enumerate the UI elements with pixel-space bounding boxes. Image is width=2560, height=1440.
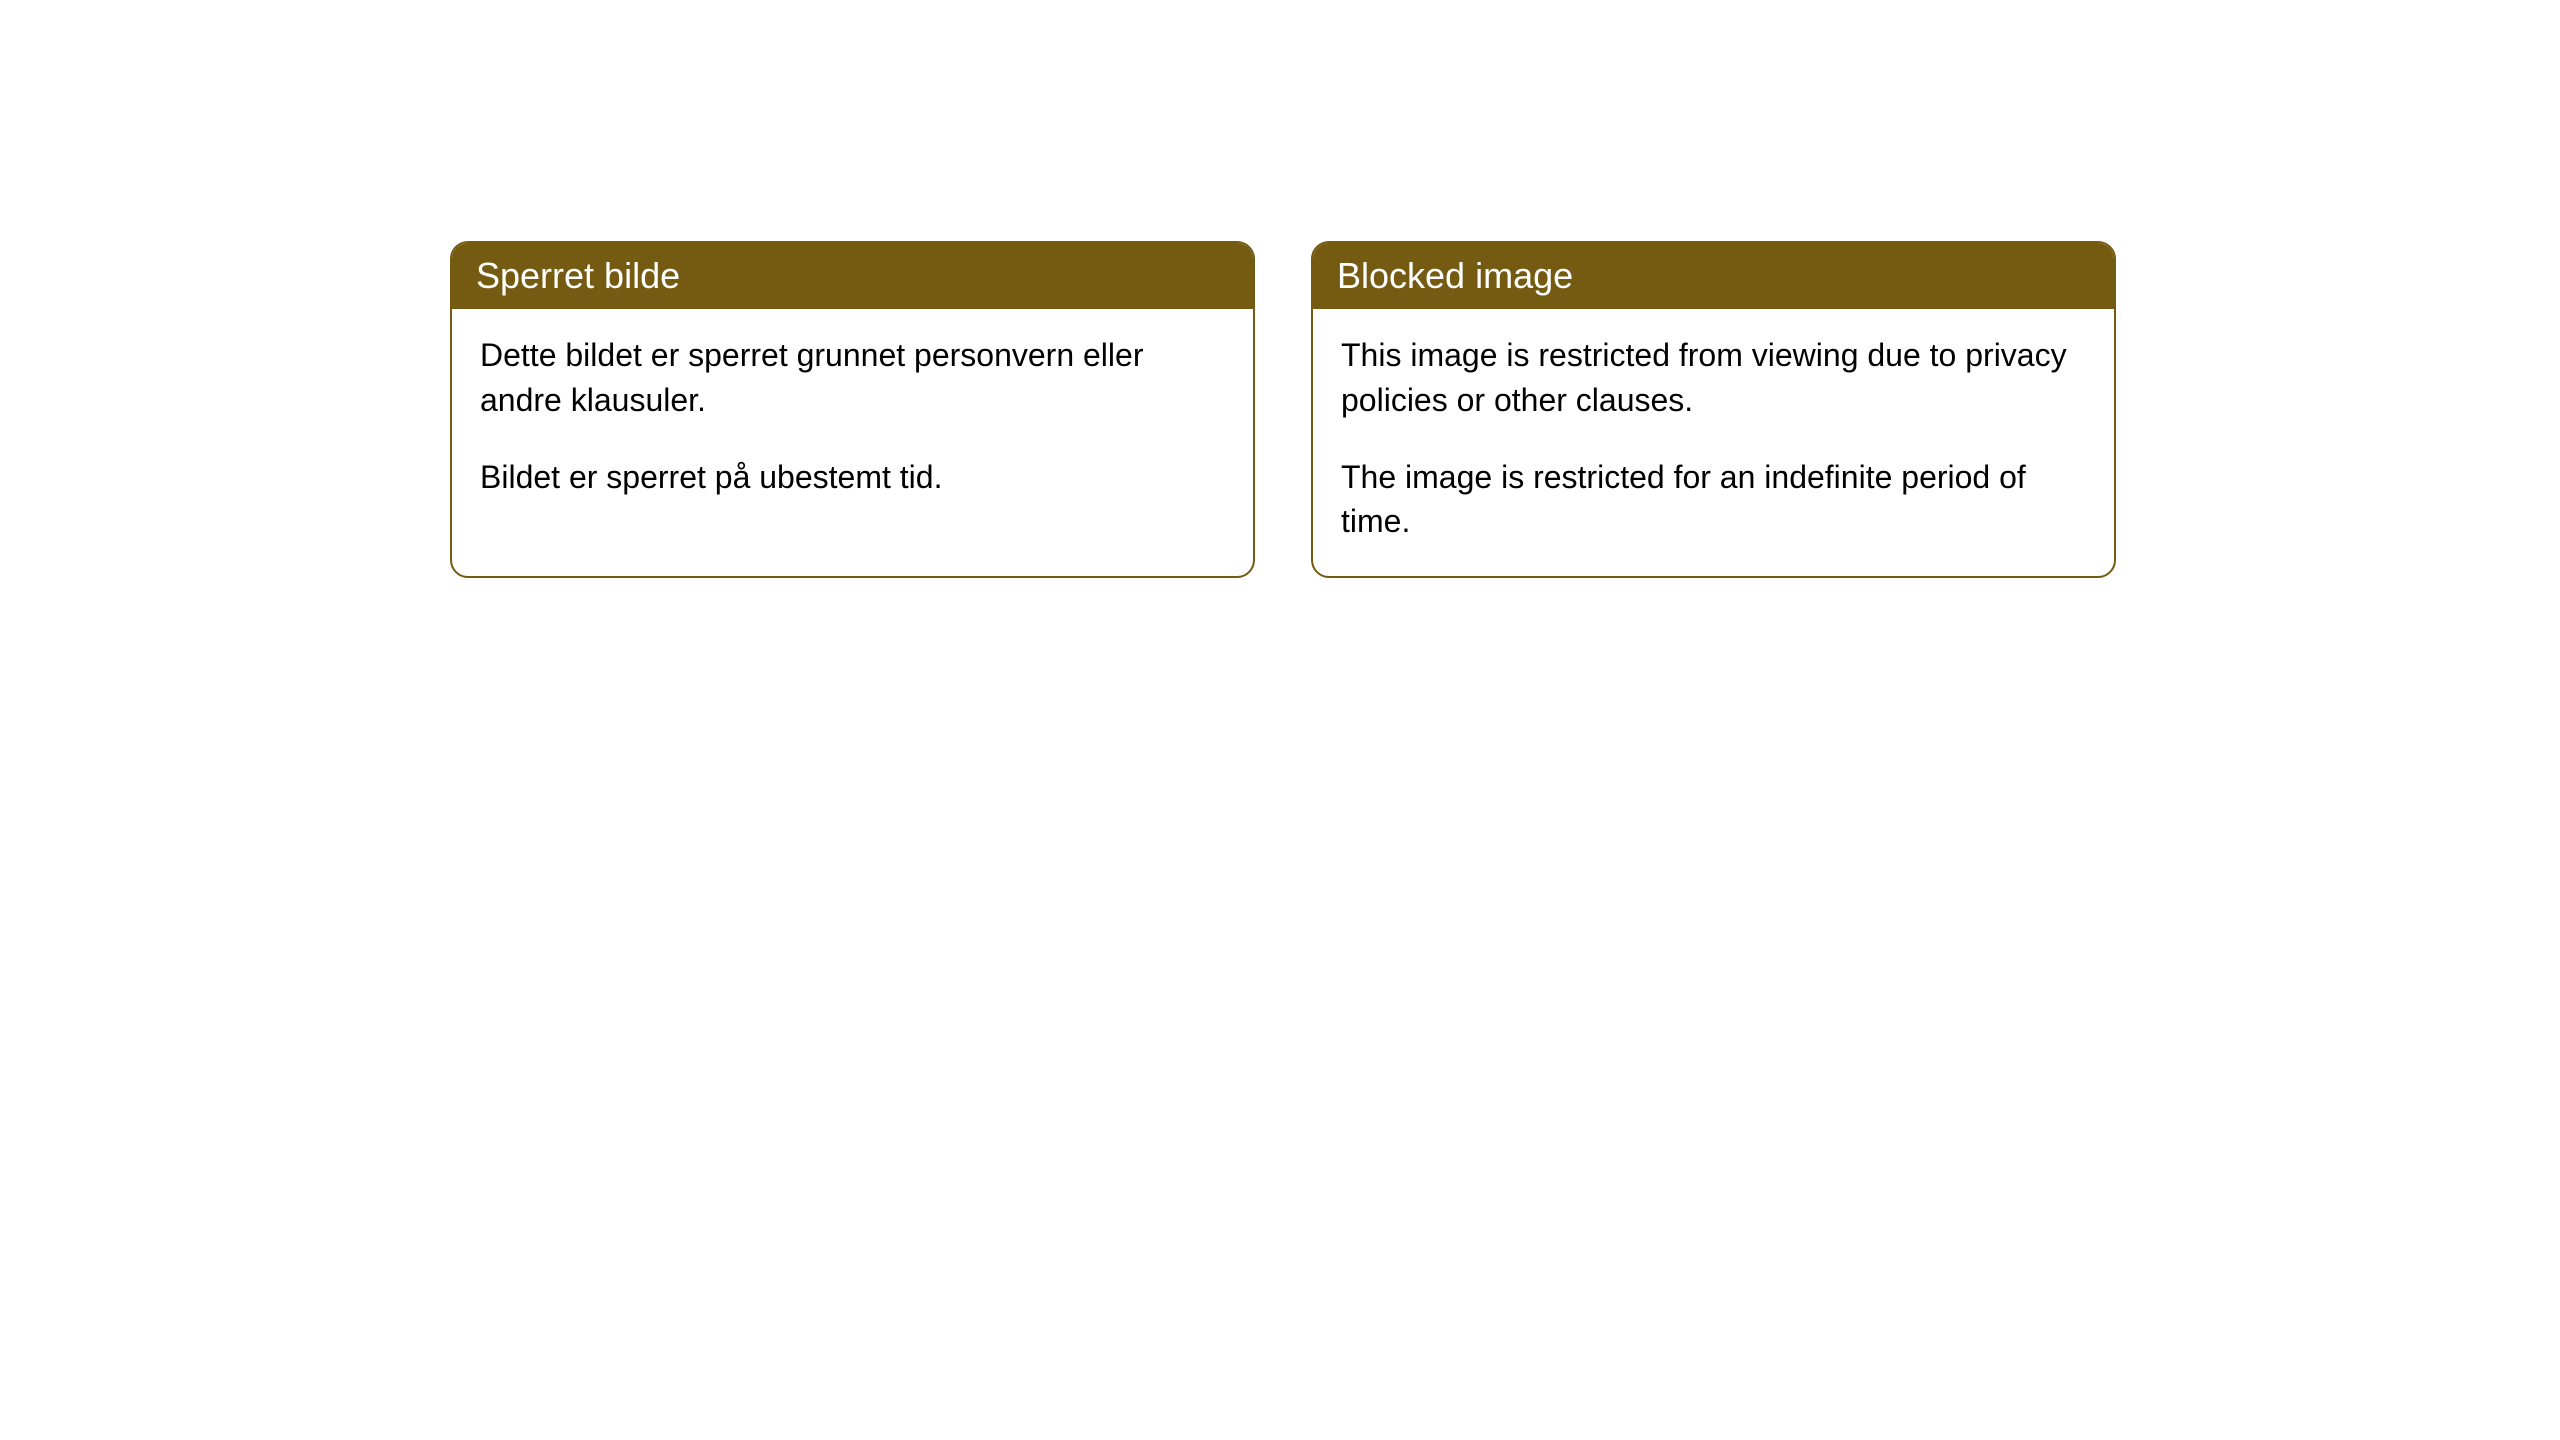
notice-card-english: Blocked image This image is restricted f… <box>1311 241 2116 578</box>
notice-card-norwegian: Sperret bilde Dette bildet er sperret gr… <box>450 241 1255 578</box>
card-paragraph: This image is restricted from viewing du… <box>1341 333 2086 423</box>
card-paragraph: Bildet er sperret på ubestemt tid. <box>480 455 1225 500</box>
card-header-norwegian: Sperret bilde <box>452 243 1253 309</box>
card-body-english: This image is restricted from viewing du… <box>1313 309 2114 576</box>
card-title: Blocked image <box>1337 255 1573 296</box>
card-paragraph: Dette bildet er sperret grunnet personve… <box>480 333 1225 423</box>
card-title: Sperret bilde <box>476 255 680 296</box>
notice-cards-container: Sperret bilde Dette bildet er sperret gr… <box>450 241 2116 578</box>
card-header-english: Blocked image <box>1313 243 2114 309</box>
card-paragraph: The image is restricted for an indefinit… <box>1341 455 2086 545</box>
card-body-norwegian: Dette bildet er sperret grunnet personve… <box>452 309 1253 531</box>
